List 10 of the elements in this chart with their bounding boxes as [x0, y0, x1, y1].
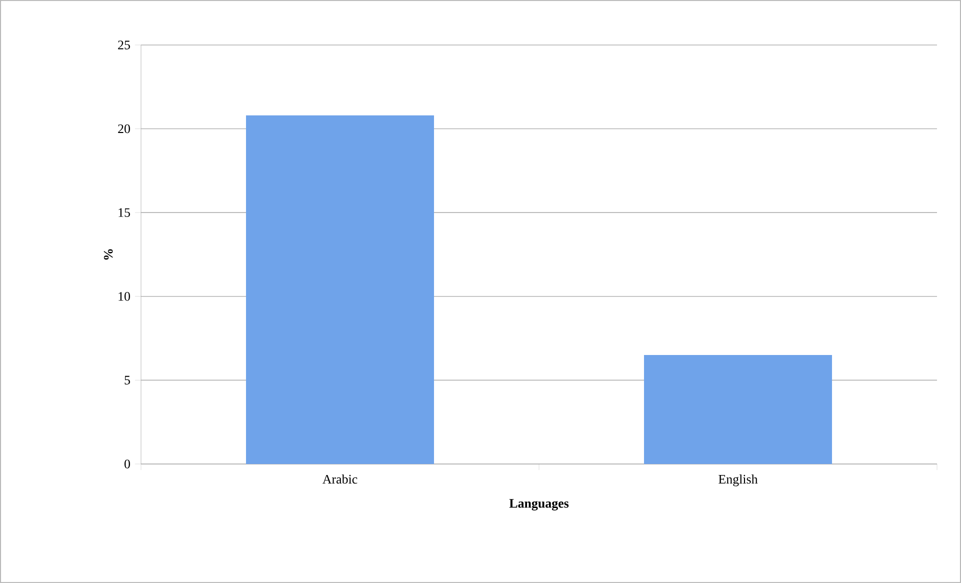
x-tick-label: English: [718, 474, 758, 486]
x-tick-label: Arabic: [322, 474, 358, 484]
y-tick-label: 20: [118, 124, 130, 134]
y-tick-label: 25: [118, 40, 130, 50]
y-axis-title: %: [104, 249, 113, 260]
y-tick-label: 5: [124, 376, 130, 384]
x-axis-title: Languages: [509, 499, 569, 510]
y-tick-label: 15: [118, 208, 130, 217]
y-tick-label: 10: [118, 292, 130, 301]
y-tick-label: 0: [124, 460, 130, 468]
